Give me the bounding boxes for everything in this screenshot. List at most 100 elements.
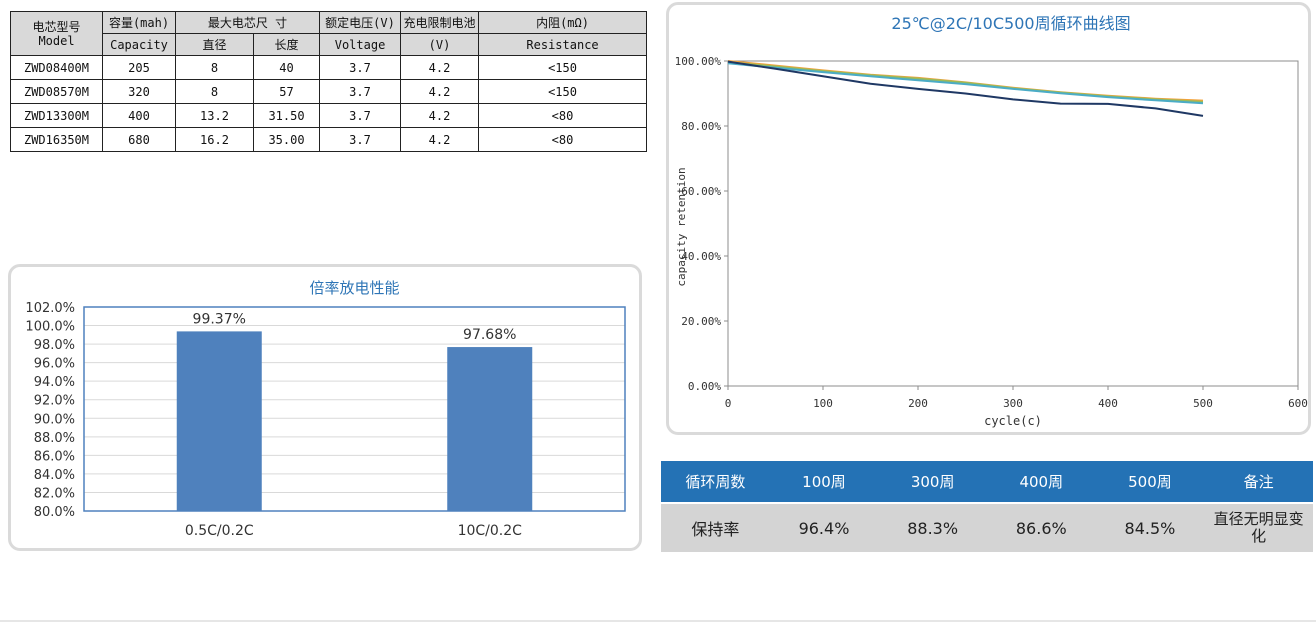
divider: [0, 620, 1316, 622]
plot-frame: [727, 60, 1299, 387]
voltage-cell: 3.7: [319, 79, 402, 104]
x-tick-label: 200: [908, 397, 928, 410]
length-cell: 40: [252, 55, 321, 80]
diameter-cell: 8: [175, 55, 254, 80]
bar: [176, 331, 262, 511]
charge-unit-header: (V): [400, 33, 480, 56]
model-header: 电芯型号 Model: [10, 11, 103, 56]
x-tick-label: 0.5C/0.2C: [185, 523, 254, 539]
retention-header-100: 100周: [769, 461, 879, 504]
capacity-header-en: Capacity: [102, 33, 176, 56]
table-row: ZWD13300M 400 13.2 31.50 3.7 4.2 <80: [10, 103, 648, 128]
cycle-life-chart-panel: 25℃@2C/10C500周循环曲线图 0.00% 20.00% 40.00% 60.0…: [666, 2, 1311, 435]
voltage-cell: 3.7: [319, 55, 402, 80]
x-tick-label: 600: [1288, 397, 1308, 410]
length-cell: 57: [252, 79, 321, 104]
capacity-cell: 400: [102, 103, 176, 128]
y-tick-label: 20.00%: [681, 315, 721, 328]
y-tick-label: 0.00%: [688, 380, 721, 393]
model-cell: ZWD08400M: [10, 55, 103, 80]
cell-spec-table: 电芯型号 Model 容量(mah) 最大电芯尺 寸 额定电压(V) 充电限制电…: [10, 11, 648, 152]
chart-title: 倍率放电性能: [309, 279, 399, 297]
retention-value-100: 96.4%: [769, 503, 879, 552]
diameter-cell: 16.2: [175, 127, 254, 152]
length-cell: 31.50: [252, 103, 321, 128]
voltage-header-en: Voltage: [319, 33, 402, 56]
x-tick-label: 400: [1098, 397, 1118, 410]
model-cell: ZWD13300M: [10, 103, 103, 128]
y-tick-label: 60.00%: [681, 185, 721, 198]
charge-cell: 4.2: [400, 79, 480, 104]
retention-header-note: 备注: [1204, 461, 1313, 504]
table-row: 保持率 96.4% 88.3% 86.6% 84.5% 直径无明显变化: [661, 503, 1313, 552]
y-tick-label: 88.0%: [34, 431, 75, 446]
x-tick-label: 0: [725, 397, 732, 410]
y-tick-label: 98.0%: [34, 338, 75, 353]
data-label: 97.68%: [463, 327, 516, 343]
retention-header-300: 300周: [878, 461, 987, 504]
cycle-life-chart: 25℃@2C/10C500周循环曲线图 0.00% 20.00% 40.00% 60.0…: [675, 14, 1308, 428]
resistance-cell: <150: [478, 79, 648, 104]
voltage-cell: 3.7: [319, 127, 402, 152]
retention-value-400: 86.6%: [986, 503, 1096, 552]
table-row: ZWD08570M 320 8 57 3.7 4.2 <150: [10, 79, 648, 104]
capacity-cell: 205: [102, 55, 176, 80]
y-tick-label: 84.0%: [34, 468, 75, 483]
retention-row-label: 保持率: [661, 503, 770, 552]
retention-header-500: 500周: [1095, 461, 1205, 504]
charge-cell: 4.2: [400, 55, 480, 80]
capacity-cell: 680: [102, 127, 176, 152]
data-label: 99.37%: [193, 311, 246, 327]
y-tick-label: 86.0%: [34, 449, 75, 464]
y-tick-label: 80.0%: [34, 505, 75, 520]
x-tick-label: 500: [1193, 397, 1213, 410]
series-line: [727, 61, 1204, 103]
resistance-header-cn: 内阻(mΩ): [478, 11, 648, 34]
model-cell: ZWD08570M: [10, 79, 103, 104]
y-tick-label: 92.0%: [34, 394, 75, 409]
y-tick-label: 40.00%: [681, 250, 721, 263]
y-tick-label: 96.0%: [34, 357, 75, 372]
series-line: [727, 60, 1204, 102]
charge-limit-header: 充电限制电池: [400, 11, 480, 34]
retention-value-300: 88.3%: [878, 503, 987, 552]
capacity-header-cn: 容量(mah): [102, 11, 176, 34]
x-axis-label: cycle(c): [984, 414, 1042, 428]
max-size-header: 最大电芯尺 寸: [174, 11, 321, 34]
resistance-header-en: Resistance: [478, 33, 648, 56]
series-line: [727, 62, 1204, 105]
length-cell: 35.00: [252, 127, 321, 152]
resistance-cell: <80: [478, 127, 648, 152]
y-tick-label: 94.0%: [34, 375, 75, 390]
series-line: [727, 60, 1204, 117]
y-tick-label: 82.0%: [34, 486, 75, 501]
chart-title: 25℃@2C/10C500周循环曲线图: [891, 14, 1130, 33]
resistance-cell: <150: [478, 55, 648, 80]
capacity-cell: 320: [102, 79, 176, 104]
length-header: 长度: [252, 33, 321, 56]
x-tick-label: 100: [813, 397, 833, 410]
voltage-header-cn: 额定电压(V): [319, 11, 402, 34]
table-row: ZWD16350M 680 16.2 35.00 3.7 4.2 <80: [10, 127, 648, 152]
x-tick-label: 10C/0.2C: [458, 523, 523, 539]
y-tick-label: 80.00%: [681, 120, 721, 133]
y-axis-label: capacity retention: [675, 167, 688, 286]
rate-discharge-chart: 倍率放电性能 80.0% 82.0% 84.0% 86.0% 88.0% 90.0% 92.0…: [25, 279, 626, 539]
charge-cell: 4.2: [400, 103, 480, 128]
table-row: ZWD08400M 205 8 40 3.7 4.2 <150: [10, 55, 648, 80]
retention-note: 直径无明显变化: [1204, 503, 1313, 552]
y-tick-label: 90.0%: [34, 412, 75, 427]
diameter-cell: 8: [175, 79, 254, 104]
retention-header-cycles: 循环周数: [661, 461, 770, 504]
y-tick-label: 100.0%: [25, 320, 75, 335]
model-cell: ZWD16350M: [10, 127, 103, 152]
retention-header-400: 400周: [986, 461, 1096, 504]
diameter-header: 直径: [175, 33, 254, 56]
rate-discharge-chart-panel: 倍率放电性能 80.0% 82.0% 84.0% 86.0% 88.0% 90.0% 92.0…: [8, 264, 642, 551]
y-tick-label: 102.0%: [25, 301, 75, 316]
charge-cell: 4.2: [400, 127, 480, 152]
voltage-cell: 3.7: [319, 103, 402, 128]
retention-value-500: 84.5%: [1095, 503, 1205, 552]
bar: [447, 347, 533, 511]
resistance-cell: <80: [478, 103, 648, 128]
